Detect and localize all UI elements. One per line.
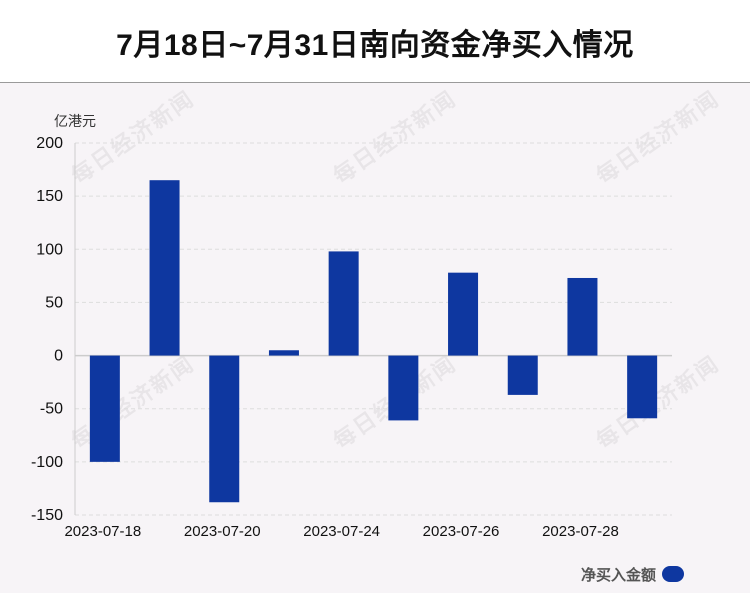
bar-2023-07-19	[149, 180, 180, 356]
x-tick-label-4: 2023-07-24	[303, 523, 380, 540]
bar-2023-07-20	[209, 355, 240, 503]
bar-2023-07-27	[507, 355, 538, 395]
y-tick-label-2: 100	[36, 241, 63, 258]
y-tick-label-6: -100	[31, 454, 63, 471]
bar-2023-07-31	[627, 355, 658, 419]
y-tick-label-3: 50	[45, 294, 63, 311]
x-tick-label-6: 2023-07-26	[423, 523, 500, 540]
axes	[74, 143, 672, 515]
x-tick-label-0: 2023-07-18	[64, 523, 141, 540]
legend-label: 净买入金额	[580, 566, 656, 584]
bar-2023-07-28	[567, 277, 598, 356]
bar-2023-07-24	[328, 251, 359, 356]
y-tick-label-7: -150	[31, 507, 63, 524]
y-tick-label-1: 150	[36, 188, 63, 205]
legend-swatch	[662, 566, 684, 582]
y-axis-label: 亿港元	[54, 113, 96, 129]
chart-title: 7月18日~7月31日南向资金净买入情况	[116, 29, 634, 62]
bar-2023-07-26	[448, 272, 479, 356]
y-tick-label-5: -50	[40, 401, 63, 418]
bars	[89, 180, 658, 503]
bar-2023-07-18	[89, 355, 120, 462]
bar-2023-07-25	[388, 355, 419, 421]
legend: 净买入金额	[581, 564, 684, 584]
y-tick-label-4: 0	[54, 348, 63, 365]
bar-2023-07-21	[268, 350, 299, 356]
x-tick-label-8: 2023-07-28	[542, 523, 619, 540]
x-tick-label-2: 2023-07-20	[184, 523, 261, 540]
y-tick-label-0: 200	[36, 135, 63, 152]
chart-header: 7月18日~7月31日南向资金净买入情况	[0, 0, 750, 83]
